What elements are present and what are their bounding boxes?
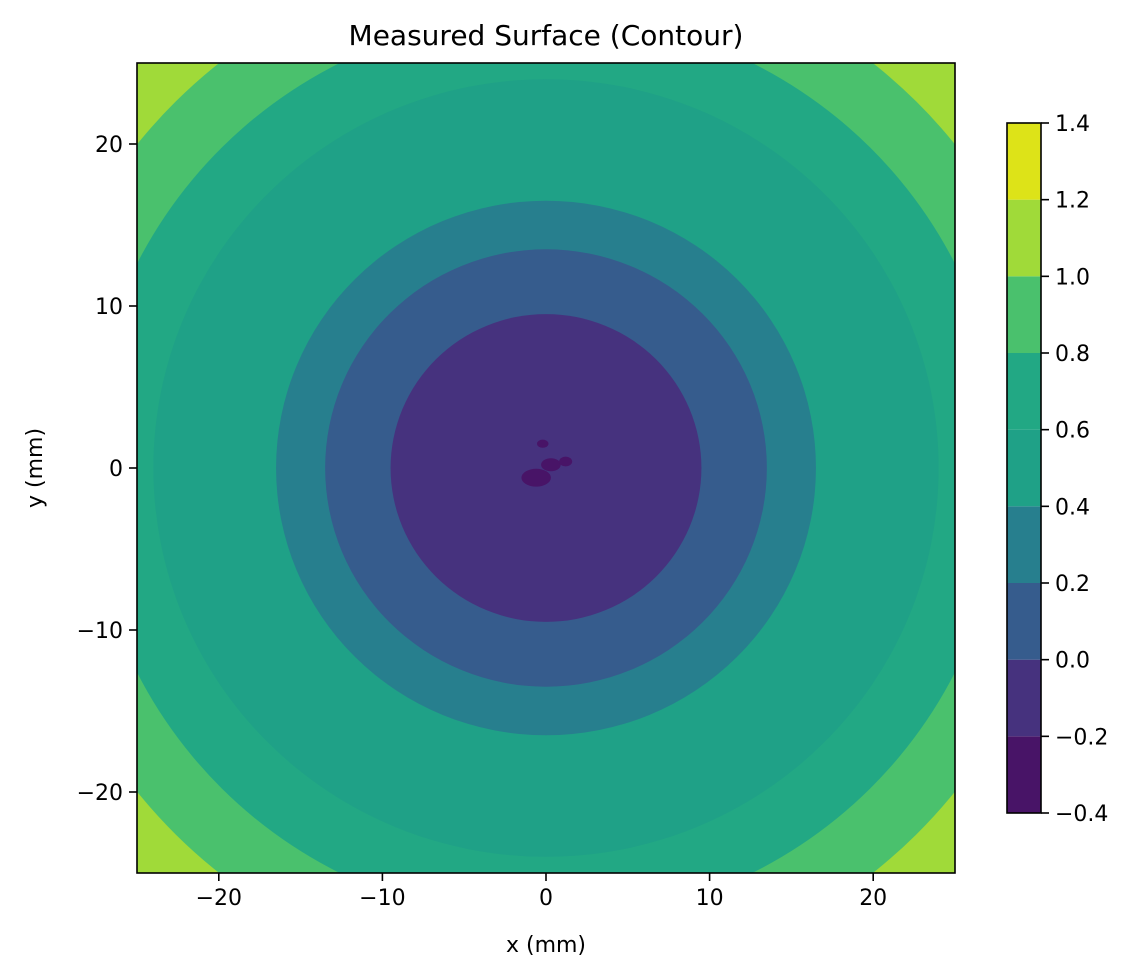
colorbar-tick-label: 0.2 xyxy=(1055,572,1090,597)
chart-title: Measured Surface (Contour) xyxy=(349,19,744,52)
contour-center-patch xyxy=(521,468,551,487)
x-tick-label: 20 xyxy=(859,886,887,911)
y-axis: −20 −10 0 10 20 xyxy=(77,133,137,806)
y-tick-label: 20 xyxy=(95,133,123,158)
colorbar-band xyxy=(1007,276,1041,353)
colorbar-tick-label: −0.2 xyxy=(1055,725,1108,750)
colorbar-band xyxy=(1007,429,1041,507)
contour-center-patch xyxy=(537,439,549,448)
colorbar: −0.4 −0.2 0.0 0.2 0.4 0.6 0.8 1.0 1.2 1.4 xyxy=(1006,112,1108,827)
colorbar-band xyxy=(1007,506,1041,583)
colorbar-bands xyxy=(1007,123,1041,813)
colorbar-tick-label: 0.6 xyxy=(1055,419,1090,444)
y-tick-label: −10 xyxy=(77,619,123,644)
x-tick-label: −10 xyxy=(359,886,405,911)
x-tick-label: 10 xyxy=(696,886,724,911)
colorbar-band xyxy=(1007,583,1041,660)
colorbar-band xyxy=(1007,736,1041,813)
colorbar-band xyxy=(1007,123,1041,200)
colorbar-band xyxy=(1007,659,1041,737)
colorbar-tick-label: 1.2 xyxy=(1055,189,1090,214)
y-tick-label: 0 xyxy=(109,457,123,482)
y-tick-label: −20 xyxy=(77,781,123,806)
y-axis-label: y (mm) xyxy=(23,428,48,508)
contour-center-patch xyxy=(541,458,561,472)
y-tick-label: 10 xyxy=(95,295,123,320)
colorbar-tick-label: 0.4 xyxy=(1055,495,1090,520)
colorbar-ticks: −0.4 −0.2 0.0 0.2 0.4 0.6 0.8 1.0 1.2 1.4 xyxy=(1041,112,1108,827)
colorbar-tick-label: 0.0 xyxy=(1055,649,1090,674)
colorbar-tick-label: −0.4 xyxy=(1055,802,1108,827)
colorbar-band xyxy=(1007,353,1041,430)
colorbar-band xyxy=(1007,199,1041,277)
x-axis: −20 −10 0 10 20 xyxy=(196,873,887,911)
colorbar-frame xyxy=(1006,122,1042,814)
x-axis-label: x (mm) xyxy=(506,933,586,958)
colorbar-tick-label: 0.8 xyxy=(1055,342,1090,367)
x-tick-label: 0 xyxy=(539,886,553,911)
colorbar-tick-label: 1.4 xyxy=(1055,112,1090,137)
contour-center-patch xyxy=(559,456,573,467)
x-tick-label: −20 xyxy=(196,886,242,911)
colorbar-tick-label: 1.0 xyxy=(1055,265,1090,290)
